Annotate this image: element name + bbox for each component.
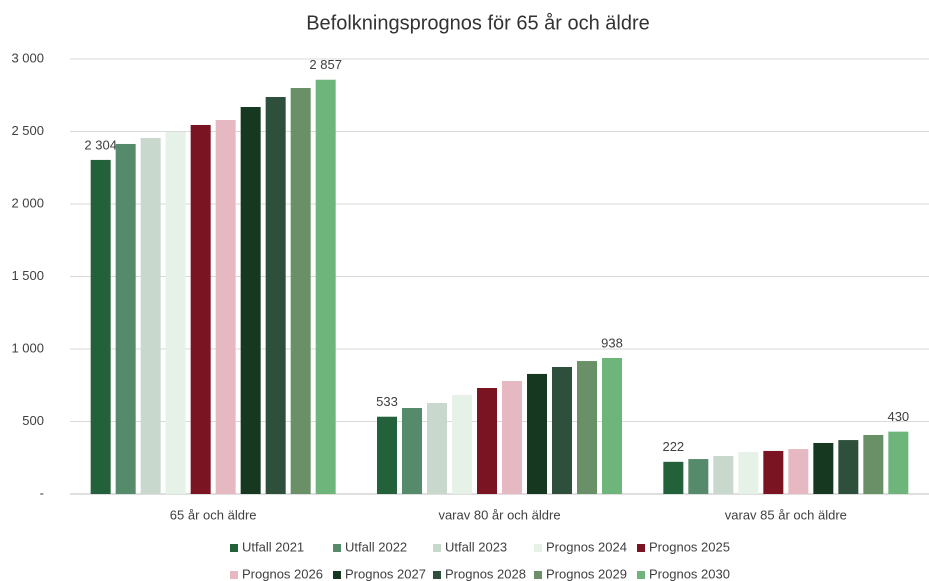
x-tick-label: varav 85 år och äldre <box>725 507 847 522</box>
y-tick-label: 2 000 <box>11 195 44 210</box>
y-tick-label: 1 500 <box>11 268 44 283</box>
data-label: 2 857 <box>309 57 342 72</box>
legend-label: Prognos 2029 <box>546 566 627 581</box>
x-tick-label: 65 år och äldre <box>170 507 257 522</box>
bar <box>290 88 311 494</box>
bar <box>763 450 784 494</box>
bar <box>402 408 422 494</box>
legend-swatch <box>637 544 645 552</box>
legend-label: Prognos 2024 <box>546 539 627 554</box>
legend-swatch <box>534 571 542 579</box>
legend-label: Utfall 2022 <box>345 539 407 554</box>
bar <box>602 357 622 494</box>
legend-swatch <box>333 544 341 552</box>
legend-label: Prognos 2028 <box>445 566 526 581</box>
legend-swatch <box>230 571 238 579</box>
legend-label: Utfall 2023 <box>445 539 507 554</box>
legend-swatch <box>534 544 542 552</box>
bar <box>140 138 161 494</box>
bar <box>577 361 597 494</box>
bar <box>265 96 286 495</box>
legend-swatch <box>433 544 441 552</box>
data-label: 222 <box>662 439 684 454</box>
bar <box>477 388 497 494</box>
bar <box>813 442 834 494</box>
data-label: 430 <box>887 409 909 424</box>
bar <box>838 440 859 494</box>
x-tick-label: varav 80 år och äldre <box>438 507 560 522</box>
bar <box>527 373 547 494</box>
bar <box>190 124 211 494</box>
y-tick-label: 3 000 <box>11 50 44 65</box>
legend-label: Prognos 2025 <box>649 539 730 554</box>
bar <box>738 451 759 494</box>
bar <box>90 159 111 495</box>
bar <box>165 131 186 494</box>
bar <box>552 366 572 494</box>
legend-swatch <box>433 571 441 579</box>
bar <box>215 120 236 495</box>
y-tick-label: 2 500 <box>11 123 44 138</box>
bar <box>888 431 909 494</box>
bar <box>863 434 884 494</box>
bar <box>788 449 809 494</box>
legend-swatch <box>637 571 645 579</box>
bar <box>663 461 684 494</box>
legend-swatch <box>333 571 341 579</box>
bar <box>427 402 447 494</box>
data-label: 938 <box>601 335 623 350</box>
bar <box>315 79 336 495</box>
bar <box>713 456 734 494</box>
bar <box>502 381 522 494</box>
legend-label: Prognos 2030 <box>649 566 730 581</box>
data-label: 2 304 <box>84 137 117 152</box>
legend-label: Prognos 2026 <box>242 566 323 581</box>
legend-label: Utfall 2021 <box>242 539 304 554</box>
y-tick-label: 1 000 <box>11 340 44 355</box>
data-label: 533 <box>376 394 398 409</box>
bar <box>240 106 261 495</box>
y-tick-label: - <box>40 485 44 500</box>
bar <box>688 459 709 494</box>
legend-label: Prognos 2027 <box>345 566 426 581</box>
bar <box>377 416 397 494</box>
chart-title: Befolkningsprognos för 65 år och äldre <box>306 12 650 34</box>
y-tick-label: 500 <box>22 413 44 428</box>
legend-swatch <box>230 544 238 552</box>
bar <box>115 143 136 494</box>
bar <box>452 394 472 494</box>
